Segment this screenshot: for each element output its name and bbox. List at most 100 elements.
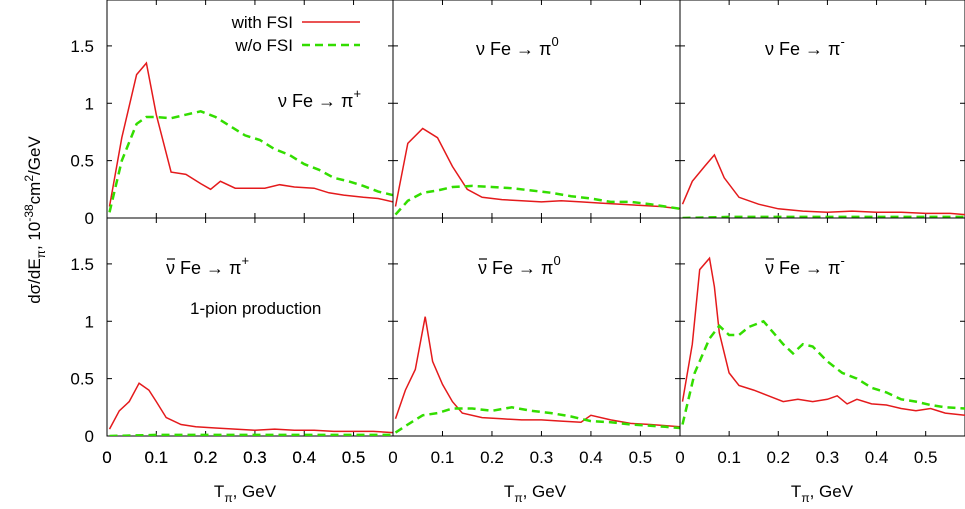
- x-tick-label-br-1: 0.1: [717, 448, 741, 467]
- x-tick-label-tl-1: 0.1: [144, 448, 168, 467]
- x-axis-label-left-main: T: [214, 482, 224, 501]
- panel-frame-br: [679, 217, 965, 437]
- x-tick-label-br-5: 0.5: [914, 448, 938, 467]
- y-axis-label-mid: , 10: [25, 222, 44, 250]
- reaction-particle-tl: π: [341, 91, 353, 111]
- x-axis-label-middle-main: T: [504, 482, 514, 501]
- without-fsi-line-tm: [394, 184, 680, 216]
- panel-frame-bm: [392, 217, 681, 437]
- reaction-label-bl: ν Fe → π+: [166, 253, 249, 278]
- x-tick-label-bm-4: 0.4: [579, 448, 603, 467]
- legend-label-0: with FSI: [231, 13, 293, 32]
- without-fsi-line-bm: [394, 406, 680, 434]
- x-tick-label-tl-4: 0.4: [292, 448, 316, 467]
- panel-top-left: 0 0.1 0.2 0.3 0.4 0.500.511.5ν Fe → π+: [70, 0, 394, 467]
- x-tick-label-tl-2: 0.2: [194, 448, 218, 467]
- panel-top-middle: ν Fe → π0: [392, 0, 681, 219]
- series-group-tr: [681, 153, 965, 218]
- panel-frame-tm: [392, 0, 681, 219]
- x-tick-label-bm-5: 0.5: [629, 448, 653, 467]
- reaction-lead-bm: ν Fe →: [478, 258, 541, 278]
- x-axis-label-left: Tπ, GeV: [214, 482, 277, 505]
- x-tick-label-bm-0: 0: [388, 448, 397, 467]
- reaction-label-tl: ν Fe → π+: [278, 86, 361, 111]
- series-group-bl: [108, 382, 393, 436]
- without-fsi-line-bl: [109, 433, 393, 436]
- reaction-text-bl: ν Fe → π+: [166, 253, 249, 278]
- series-group-tl: [108, 61, 393, 213]
- y-tick-label-tl-3: 1.5: [70, 37, 94, 56]
- without-fsi-line-tl: [108, 109, 393, 213]
- without-fsi-line-br: [681, 319, 965, 425]
- reaction-text-br: ν Fe → π-: [765, 253, 845, 278]
- y-axis-label-exp1: -38: [22, 204, 36, 222]
- reaction-particle-br: π: [828, 258, 840, 278]
- y-axis-label-main: dσ/dE: [25, 258, 44, 303]
- y-tick-label-bl-3: 1.5: [70, 255, 94, 274]
- reaction-text-tm: ν Fe → π0: [476, 34, 559, 59]
- reaction-charge-tl: +: [353, 86, 361, 101]
- x-axis-label-right-sub: π: [801, 491, 809, 505]
- y-tick-label-tl-0: 0: [85, 209, 94, 228]
- x-tick-label-bl-3: 0.3: [243, 448, 267, 467]
- x-tick-label-tl-3: 0.3: [243, 448, 267, 467]
- panel-frame-tr: [679, 0, 965, 219]
- reaction-label-tm: ν Fe → π0: [476, 34, 559, 59]
- x-tick-label-bl-1: 0.1: [144, 448, 168, 467]
- reaction-particle-tr: π: [828, 39, 840, 59]
- y-axis-label: dσ/dEπ, 10-38cm2/GeV: [22, 136, 48, 304]
- panel-bottom-middle: 0 0.1 0.2 0.3 0.4 0.5ν Fe → π0: [388, 217, 681, 467]
- x-axis-label-middle: Tπ, GeV: [504, 482, 567, 505]
- x-tick-label-bm-3: 0.3: [530, 448, 554, 467]
- x-tick-label-bl-4: 0.4: [292, 448, 316, 467]
- without-fsi-line-tr: [682, 215, 965, 218]
- x-tick-label-br-3: 0.3: [816, 448, 840, 467]
- x-axis-label-middle-end: , GeV: [523, 482, 567, 501]
- x-axis-label-right-main: T: [791, 482, 801, 501]
- x-tick-label-bl-2: 0.2: [194, 448, 218, 467]
- panel-bottom-left: 0 0.1 0.2 0.3 0.4 0.500.511.5 ν Fe → π+1-pion …: [70, 217, 394, 467]
- x-tick-label-bm-2: 0.2: [480, 448, 504, 467]
- series-group-tm: [394, 127, 680, 216]
- with-fsi-line-tl: [108, 61, 393, 207]
- panels: 0 0.1 0.2 0.3 0.4 0.500.511.5ν Fe → π+ν Fe → …: [70, 0, 965, 467]
- with-fsi-line-tr: [681, 153, 965, 216]
- x-axis-label-right-end: , GeV: [810, 482, 854, 501]
- x-axis-label-left-end: , GeV: [233, 482, 277, 501]
- reaction-charge-bm: 0: [553, 253, 560, 268]
- reaction-text-tl: ν Fe → π+: [278, 86, 361, 111]
- reaction-charge-tm: 0: [551, 34, 558, 49]
- panel-top-right: ν Fe → π-: [679, 0, 965, 219]
- x-tick-label-br-2: 0.2: [766, 448, 790, 467]
- series-group-br: [681, 256, 965, 425]
- with-fsi-line-tm: [394, 127, 680, 210]
- x-tick-label-tl-5: 0.5: [342, 448, 366, 467]
- y-axis-label-cm: cm: [25, 182, 44, 205]
- x-tick-label-bl-0: 0: [102, 448, 111, 467]
- reaction-particle-bl: π: [229, 258, 241, 278]
- annotation-bl: 1-pion production: [190, 299, 321, 318]
- y-axis-label-exp2: 2: [22, 175, 36, 182]
- x-axis-label-left-sub: π: [224, 491, 232, 505]
- reaction-lead-bl: ν Fe →: [166, 258, 229, 278]
- with-fsi-line-br: [681, 256, 965, 417]
- reaction-text-bm: ν Fe → π0: [478, 253, 561, 278]
- x-axis-label-middle-sub: π: [514, 491, 522, 505]
- x-tick-label-tl-0: 0: [102, 448, 111, 467]
- reaction-charge-bl: +: [241, 253, 249, 268]
- y-tick-label-bl-0: 0: [85, 427, 94, 446]
- reaction-charge-br: -: [840, 253, 844, 268]
- panel-bottom-right: 0 0.1 0.2 0.3 0.4 0.5 ν Fe → π-: [675, 217, 965, 467]
- reaction-label-bm: ν Fe → π0: [478, 253, 561, 278]
- y-axis-label-sub: π: [34, 250, 48, 258]
- reaction-particle-bm: π: [541, 258, 553, 278]
- panel-frame-bl: [106, 217, 394, 437]
- reaction-label-br: ν Fe → π-: [765, 253, 845, 278]
- x-axis-label-right: Tπ, GeV: [791, 482, 854, 505]
- y-tick-label-bl-1: 0.5: [70, 370, 94, 389]
- reaction-lead-tm: ν Fe →: [476, 39, 539, 59]
- series-group-bm: [394, 316, 680, 434]
- x-tick-label-bl-5: 0.5: [342, 448, 366, 467]
- reaction-charge-tr: -: [840, 34, 844, 49]
